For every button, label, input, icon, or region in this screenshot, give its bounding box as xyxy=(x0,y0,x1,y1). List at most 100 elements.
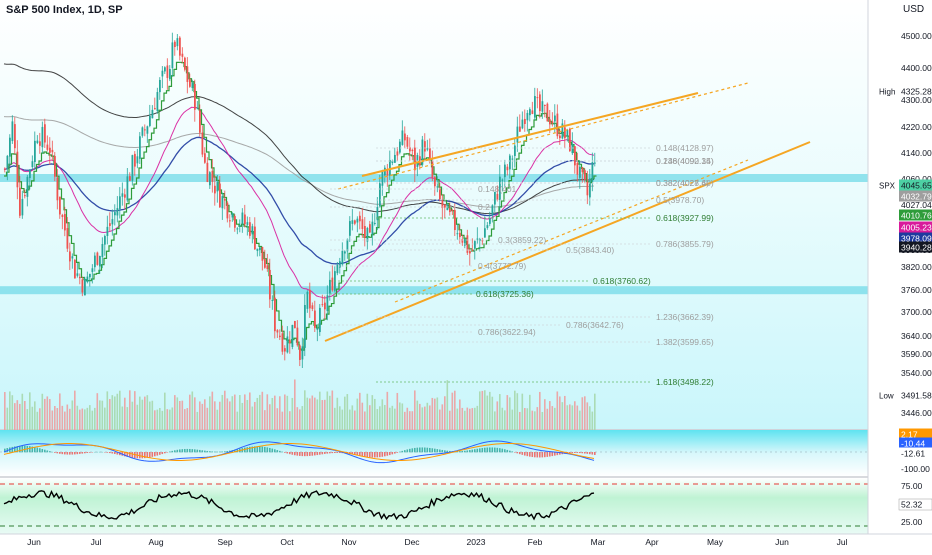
candle-body xyxy=(347,239,349,251)
macd-histogram-bar xyxy=(269,448,271,452)
candle-body xyxy=(154,108,156,109)
price-axis-tick: 3540.00 xyxy=(901,368,932,378)
fib-level-label: 0.786(3642.76) xyxy=(566,320,624,330)
candle-body xyxy=(524,119,526,124)
macd-histogram-bar xyxy=(504,449,506,452)
volume-bar xyxy=(587,402,589,430)
volume-bar xyxy=(22,394,24,430)
volume-bar xyxy=(109,399,111,430)
volume-bar xyxy=(527,408,529,430)
candle-body xyxy=(27,177,29,197)
macd-histogram-bar xyxy=(427,448,429,453)
volume-bar xyxy=(59,393,61,430)
candle-body xyxy=(317,328,319,330)
macd-histogram-bar xyxy=(224,451,226,452)
volume-bar xyxy=(552,406,554,430)
volume-bar xyxy=(164,393,166,430)
macd-histogram-bar xyxy=(484,448,486,453)
volume-bar xyxy=(122,407,124,430)
candle-body xyxy=(34,141,36,162)
macd-histogram-bar xyxy=(202,450,204,452)
volume-bar xyxy=(424,407,426,430)
volume-bar xyxy=(407,408,409,430)
volume-bar xyxy=(494,411,496,430)
candle-body xyxy=(124,194,126,197)
macd-histogram-bar xyxy=(507,450,509,452)
candle-body xyxy=(129,176,131,181)
volume-bar xyxy=(247,400,249,430)
macd-histogram-bar xyxy=(112,452,114,454)
volume-bar xyxy=(417,401,419,430)
macd-histogram-bar xyxy=(84,452,86,453)
candle-body xyxy=(484,228,486,237)
macd-histogram-bar xyxy=(429,448,431,452)
price-badge-value: 4045.65 xyxy=(901,181,932,191)
candle-body xyxy=(394,155,396,163)
candle-body xyxy=(62,215,64,217)
candle-body xyxy=(132,155,134,181)
macd-histogram-bar xyxy=(277,450,279,452)
time-axis-label: Dec xyxy=(404,537,420,547)
volume-bar xyxy=(412,411,414,430)
macd-histogram-bar xyxy=(312,452,314,456)
candle-body xyxy=(327,295,329,311)
candle-body xyxy=(112,219,114,224)
macd-histogram-bar xyxy=(432,448,434,452)
macd-histogram-bar xyxy=(284,452,286,453)
candle-body xyxy=(37,141,39,143)
macd-histogram-bar xyxy=(577,452,579,453)
candle-body xyxy=(549,119,551,124)
volume-bar xyxy=(294,379,296,430)
volume-bar xyxy=(434,399,436,430)
volume-bar xyxy=(504,410,506,430)
volume-bar xyxy=(537,407,539,430)
volume-bar xyxy=(557,391,559,430)
candle-body xyxy=(574,146,576,165)
candle-body xyxy=(269,270,271,299)
volume-bar xyxy=(397,393,399,430)
candle-body xyxy=(17,152,19,188)
volume-bar xyxy=(32,407,34,430)
volume-bar xyxy=(572,405,574,430)
volume-bar xyxy=(429,405,431,430)
candle-body xyxy=(104,236,106,245)
candle-body xyxy=(272,300,274,301)
volume-bar xyxy=(97,393,99,430)
macd-histogram-bar xyxy=(89,452,91,453)
volume-bar xyxy=(339,406,341,430)
macd-histogram-bar xyxy=(314,452,316,455)
time-axis-label: Sep xyxy=(217,537,232,547)
macd-histogram-bar xyxy=(287,452,289,453)
time-axis-label: Jun xyxy=(775,537,789,547)
candle-body xyxy=(412,150,414,151)
volume-bar xyxy=(392,406,394,430)
candle-body xyxy=(192,83,194,88)
volume-bar xyxy=(472,408,474,430)
macd-histogram-bar xyxy=(189,449,191,452)
macd-histogram-bar xyxy=(247,447,249,452)
candle-body xyxy=(439,188,441,199)
currency-label: USD xyxy=(903,4,924,15)
volume-bar xyxy=(279,396,281,430)
candle-body xyxy=(402,130,404,144)
volume-bar xyxy=(159,408,161,430)
candle-body xyxy=(259,247,261,250)
candle-body xyxy=(99,256,101,266)
candle-body xyxy=(299,345,301,360)
candle-body xyxy=(277,330,279,332)
volume-bar xyxy=(327,391,329,430)
time-axis-label: Apr xyxy=(645,537,658,547)
candle-body xyxy=(174,42,176,47)
candle-body xyxy=(152,110,154,118)
macd-histogram-bar xyxy=(319,452,321,455)
volume-bar xyxy=(287,396,289,430)
candle-body xyxy=(359,216,361,222)
macd-histogram-bar xyxy=(82,452,84,454)
volume-bar xyxy=(129,390,131,430)
volume-bar xyxy=(312,396,314,430)
macd-histogram-bar xyxy=(57,452,59,453)
macd-histogram-bar xyxy=(177,450,179,453)
volume-bar xyxy=(74,391,76,430)
volume-bar xyxy=(579,411,581,430)
